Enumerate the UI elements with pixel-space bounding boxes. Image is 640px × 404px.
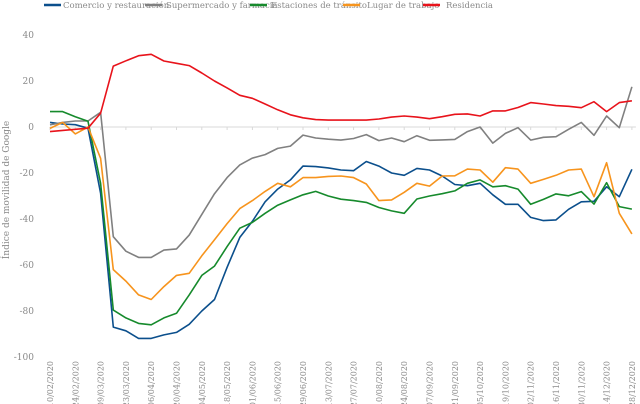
series-line-2 bbox=[50, 110, 633, 326]
legend-item: Supermercado y farmacia bbox=[145, 1, 278, 11]
x-tick-label: 27/07/2020 bbox=[350, 361, 359, 404]
x-tick-label: 07/09/2020 bbox=[426, 361, 435, 404]
y-axis-title: Índice de movilidad de Google bbox=[0, 121, 12, 260]
legend-item: Comercio y restauración bbox=[44, 0, 170, 11]
y-tick-label: -100 bbox=[14, 353, 34, 363]
y-tick-label: 20 bbox=[23, 77, 35, 87]
x-tick-label: 01/06/2020 bbox=[248, 361, 257, 404]
x-tick-label: 05/10/2020 bbox=[476, 361, 485, 404]
x-tick-label: 20/04/2020 bbox=[173, 361, 182, 404]
y-tick-label: -80 bbox=[20, 307, 35, 317]
x-tick-label: 04/05/2020 bbox=[198, 361, 207, 404]
x-axis: 10/02/2020 24/02/2020 09/03/2020 23/03/2020… bbox=[46, 126, 637, 404]
series-line-0 bbox=[49, 121, 633, 340]
legend-item: Lugar de trabajo bbox=[343, 1, 439, 11]
x-tick-label: 30/11/2020 bbox=[577, 361, 586, 404]
series-line-1 bbox=[49, 86, 633, 259]
x-tick-label: 14/12/2020 bbox=[603, 361, 612, 404]
x-tick-label: 24/08/2020 bbox=[400, 361, 409, 404]
x-tick-label: 10/08/2020 bbox=[375, 361, 384, 404]
x-tick-label: 23/03/2020 bbox=[122, 361, 131, 404]
series-line-4 bbox=[49, 53, 633, 133]
y-axis: 40 20 0 -20 -40 -60 -80 -100 bbox=[14, 31, 35, 363]
x-tick-label: 24/02/2020 bbox=[71, 361, 80, 404]
y-tick-label: 40 bbox=[23, 31, 35, 41]
legend-item: Estaciones de tránsito bbox=[250, 0, 367, 11]
x-tick-label: 18/05/2020 bbox=[223, 361, 232, 404]
x-tick-label: 29/06/2020 bbox=[299, 361, 308, 404]
legend-label: Comercio y restauración bbox=[63, 0, 170, 11]
y-tick-label: -20 bbox=[20, 169, 35, 179]
legend-item: Residencia bbox=[423, 1, 493, 11]
series-lines bbox=[49, 53, 633, 340]
y-tick-label: -40 bbox=[20, 215, 35, 225]
x-tick-label: 10/02/2020 bbox=[46, 361, 55, 404]
y-tick-label: -60 bbox=[20, 261, 35, 271]
y-tick-label: 0 bbox=[28, 123, 34, 133]
x-tick-label: 06/04/2020 bbox=[147, 361, 156, 404]
x-tick-label: 02/11/2020 bbox=[527, 361, 536, 404]
series-line-3 bbox=[49, 121, 633, 301]
legend-label: Estaciones de tránsito bbox=[271, 0, 367, 11]
legend-label: Lugar de trabajo bbox=[367, 1, 439, 11]
x-tick-label: 21/09/2020 bbox=[451, 361, 460, 404]
legend-label: Residencia bbox=[446, 1, 493, 11]
x-tick-label: 19/10/2020 bbox=[501, 361, 510, 404]
x-tick-label: 13/07/2020 bbox=[324, 361, 333, 404]
x-tick-label: 09/03/2020 bbox=[97, 361, 106, 404]
x-tick-label: 28/12/2020 bbox=[628, 361, 637, 404]
legend-label: Supermercado y farmacia bbox=[166, 1, 278, 11]
x-tick-label: 15/06/2020 bbox=[274, 361, 283, 404]
x-tick-label: 16/11/2020 bbox=[552, 361, 561, 404]
